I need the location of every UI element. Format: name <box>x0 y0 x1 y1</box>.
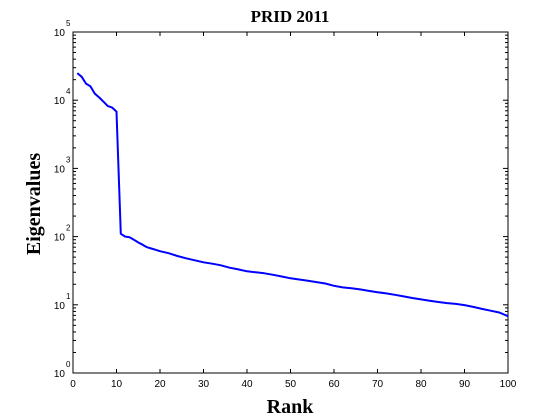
y-tick-label-base: 10 <box>54 233 66 244</box>
x-tick-label: 80 <box>415 379 427 390</box>
x-tick-label: 100 <box>500 379 517 390</box>
plot-area <box>72 31 509 374</box>
y-tick-label-exponent: 4 <box>66 87 71 96</box>
y-tick-label-base: 10 <box>54 369 66 380</box>
y-tick-label-base: 10 <box>54 301 66 312</box>
x-axis-label: Rank <box>267 396 315 418</box>
x-tick-label: 0 <box>70 379 76 390</box>
x-axis: 0 10 20 30 40 50 60 70 80 90 100 <box>70 32 517 390</box>
x-tick-label: 30 <box>198 379 210 390</box>
chart-title: PRID 2011 <box>251 7 330 26</box>
x-tick-label: 20 <box>154 379 166 390</box>
y-axis-label: Eigenvalues <box>23 153 45 255</box>
series-line <box>76 72 509 318</box>
y-tick-label-exponent: 2 <box>66 224 71 233</box>
x-tick-label: 50 <box>285 379 297 390</box>
x-tick-label: 90 <box>459 379 471 390</box>
x-tick-label: 70 <box>372 379 384 390</box>
y-tick-label-exponent: 0 <box>66 360 71 369</box>
y-tick-label-base: 10 <box>54 96 66 107</box>
y-tick-label-base: 10 <box>54 164 66 175</box>
x-tick-label: 40 <box>241 379 253 390</box>
x-tick-label: 10 <box>111 379 123 390</box>
y-tick-label-exponent: 1 <box>66 292 71 301</box>
x-tick-label: 60 <box>328 379 340 390</box>
y-tick-label-exponent: 3 <box>66 155 71 164</box>
y-tick-label-exponent: 5 <box>66 19 71 28</box>
y-tick-label-base: 10 <box>54 28 66 39</box>
series-layer <box>76 72 509 318</box>
